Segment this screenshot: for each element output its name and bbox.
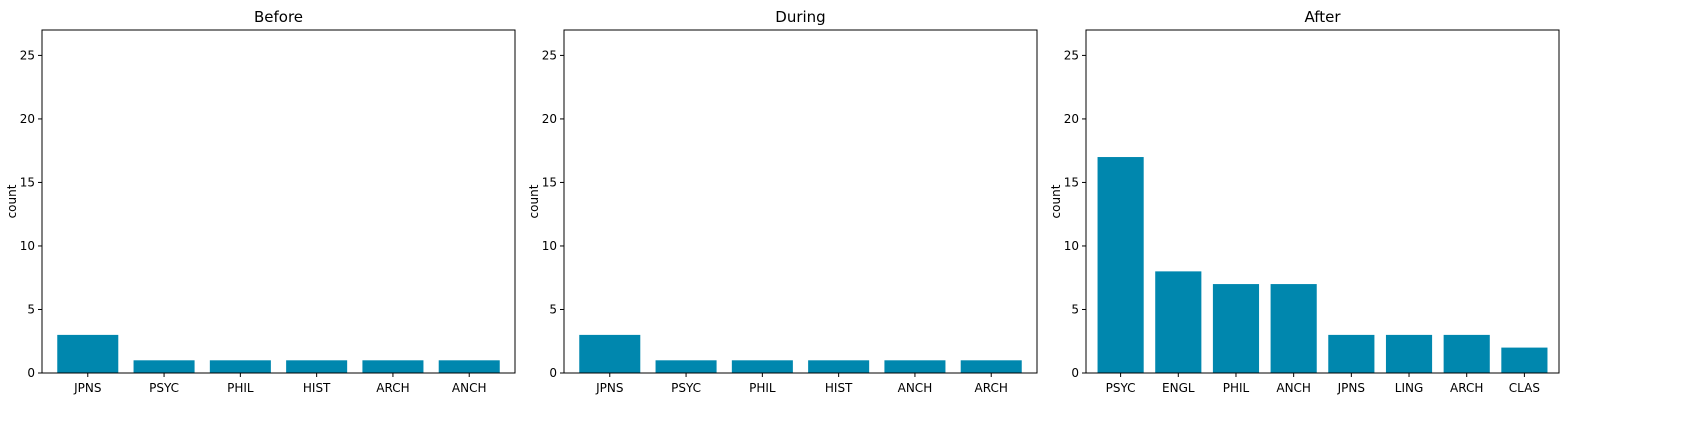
x-tick-label: LING [1395, 381, 1424, 395]
bar [1385, 334, 1433, 373]
bar [133, 360, 195, 373]
x-tick-label: JPNS [73, 381, 101, 395]
y-tick-label: 15 [20, 175, 35, 189]
bar [731, 360, 793, 373]
x-tick-label: HIST [825, 381, 853, 395]
y-tick-label: 5 [27, 302, 35, 316]
subplot-after: 0 5 10 15 20 25 PSYC ENGL PHIL ANCH JPNS LING ARCH C… [1049, 8, 1560, 395]
bar [655, 360, 717, 373]
axes-frame [41, 29, 516, 374]
bar [362, 360, 424, 373]
subplot-title: Before [254, 8, 303, 26]
subplot-before: 0 5 10 15 20 25 JPNS PSYC PHIL HIST ARCH ANCH Befo… [5, 8, 516, 395]
bar [1443, 334, 1490, 373]
x-tick-label: PHIL [749, 381, 776, 395]
y-axis-label: count [1049, 184, 1063, 218]
x-tick-label: HIST [303, 381, 331, 395]
y-tick-label: 15 [542, 175, 557, 189]
x-tick-label: ANCH [452, 381, 487, 395]
x-tick-label: ARCH [975, 381, 1008, 395]
y-tick-label: 25 [20, 48, 35, 62]
bar [1155, 271, 1202, 373]
bar [884, 360, 946, 373]
y-tick-label: 10 [1064, 239, 1079, 253]
y-tick-label: 0 [549, 366, 557, 380]
subplot-during: 0 5 10 15 20 25 JPNS PSYC PHIL HIST ANCH ARCH Duri… [527, 8, 1038, 395]
x-tick-label: ARCH [1450, 381, 1483, 395]
x-tick-label: JPNS [595, 381, 623, 395]
y-tick-label: 25 [1064, 48, 1079, 62]
x-tick-label: PSYC [671, 381, 701, 395]
bar [1212, 284, 1260, 373]
x-tick-label: PSYC [1106, 381, 1136, 395]
y-tick-label: 5 [1071, 302, 1079, 316]
y-tick-label: 0 [27, 366, 35, 380]
axes-frame [1085, 29, 1560, 374]
x-tick-label: ENGL [1162, 381, 1195, 395]
bar [209, 360, 271, 373]
bar [1270, 284, 1317, 373]
x-tick-label: ARCH [376, 381, 409, 395]
bar [1501, 347, 1548, 373]
y-tick-label: 20 [542, 112, 557, 126]
x-tick-label: JPNS [1337, 381, 1365, 395]
axes-frame [563, 29, 1038, 374]
y-tick-label: 0 [1071, 366, 1079, 380]
y-tick-label: 25 [542, 48, 557, 62]
subplot-title: After [1304, 8, 1341, 26]
x-tick-label: CLAS [1509, 381, 1540, 395]
y-tick-label: 20 [1064, 112, 1079, 126]
bar [1097, 157, 1144, 373]
y-axis-label: count [5, 184, 19, 218]
x-tick-label: PHIL [227, 381, 254, 395]
y-tick-label: 10 [542, 239, 557, 253]
bar [808, 360, 870, 373]
bar [57, 334, 119, 373]
bar [1328, 334, 1375, 373]
x-tick-label: PSYC [149, 381, 179, 395]
x-tick-label: ANCH [1276, 381, 1311, 395]
bar [286, 360, 348, 373]
subplot-title: During [775, 8, 825, 26]
x-tick-label: ANCH [898, 381, 933, 395]
bar [579, 334, 641, 373]
bar [960, 360, 1022, 373]
x-tick-label: PHIL [1223, 381, 1250, 395]
bar [438, 360, 500, 373]
y-axis-label: count [527, 184, 541, 218]
y-tick-label: 5 [549, 302, 557, 316]
y-tick-label: 15 [1064, 175, 1079, 189]
y-tick-label: 10 [20, 239, 35, 253]
y-tick-label: 20 [20, 112, 35, 126]
